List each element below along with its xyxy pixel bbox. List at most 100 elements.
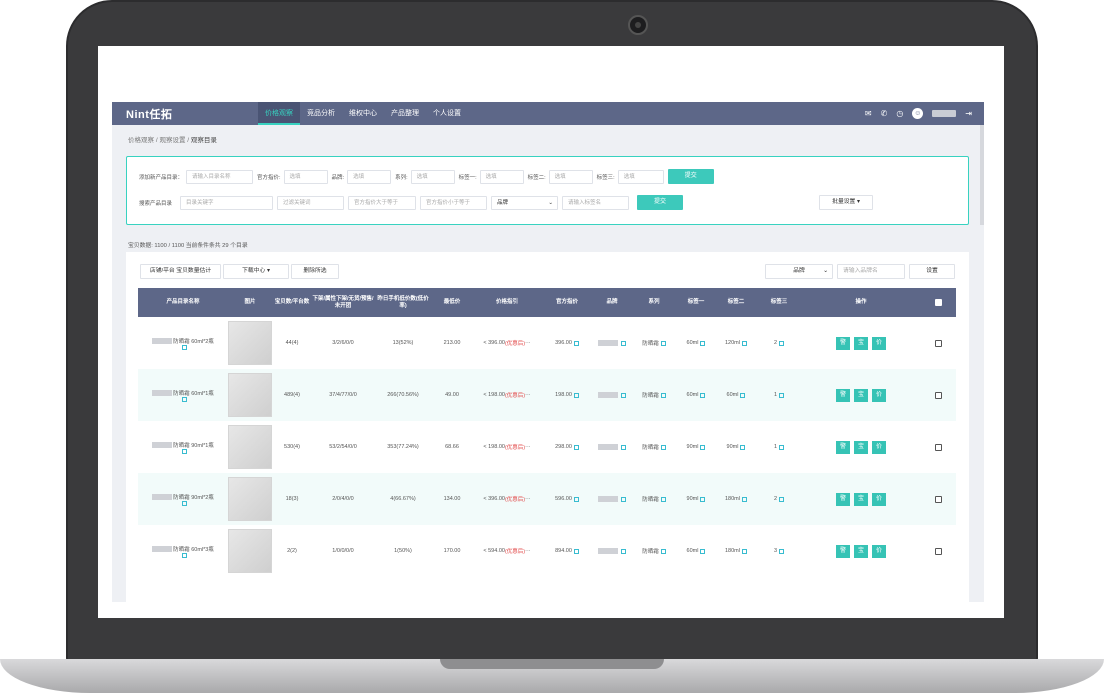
edit-icon[interactable] [700,392,706,398]
breadcrumb-item[interactable]: 价格观察 [128,137,154,144]
catalog-keyword-input[interactable]: 目录关键字 [180,195,274,210]
price-button[interactable]: 价 [872,388,886,402]
edit-icon[interactable] [181,448,187,454]
logout-icon[interactable]: ⇥ [965,109,972,118]
tag-name-input[interactable]: 请输入标签名 [562,195,630,210]
product-thumbnail[interactable] [228,477,272,521]
more-icon[interactable]: ··· [525,444,531,450]
edit-icon[interactable] [741,340,747,346]
col-header[interactable]: 产品目录名称 [166,299,200,305]
row-checkbox[interactable] [934,547,942,555]
price-button[interactable]: 价 [872,492,886,506]
max-price-input[interactable]: 官方指价小于等于 [420,195,488,210]
row-checkbox[interactable] [934,391,942,399]
add-catalog-submit-button[interactable]: 提交 [667,169,714,184]
edit-icon[interactable] [779,340,785,346]
edit-icon[interactable] [621,392,626,398]
more-icon[interactable]: ··· [525,496,531,502]
more-icon[interactable]: ··· [525,340,531,346]
phone-icon[interactable]: ✆ [880,109,888,118]
row-checkbox[interactable] [934,495,942,503]
mail-icon[interactable]: ✉ [864,109,872,118]
col-header[interactable]: 昨日手机低价数(低价率) [377,295,429,309]
nav-rights-center[interactable]: 维权中心 [349,110,377,117]
breadcrumb-item[interactable]: 观察设置 [159,137,186,144]
edit-icon[interactable] [740,444,746,450]
tag3-input[interactable]: 选填 [617,169,664,184]
brand-input[interactable]: 选填 [347,169,392,184]
settings-button[interactable]: 设置 [909,264,955,279]
official-price-input[interactable]: 选填 [283,169,328,184]
shop-count-estimate-button[interactable]: 店铺/平台 宝贝数量估计 [140,264,221,279]
product-thumbnail[interactable] [228,529,272,573]
brand-select[interactable]: 品牌 ⌄ [491,195,559,210]
edit-icon[interactable] [700,444,706,450]
edit-icon[interactable] [573,340,579,346]
col-header[interactable]: 品牌 [606,299,618,305]
edit-icon[interactable] [741,548,747,554]
product-thumbnail[interactable] [228,425,272,469]
items-button[interactable]: 宝 [854,440,868,454]
row-checkbox[interactable] [934,339,942,347]
edit-icon[interactable] [573,548,579,554]
alert-button[interactable]: 警 [836,440,850,454]
items-button[interactable]: 宝 [854,388,868,402]
edit-icon[interactable] [700,340,706,346]
col-header[interactable]: 标签二 [727,299,745,305]
brand-filter-select[interactable]: 品牌 ⌄ [765,264,833,279]
edit-icon[interactable] [621,340,626,346]
edit-icon[interactable] [779,444,785,450]
batch-settings-button[interactable]: 批量设置 ▾ [819,195,874,210]
edit-icon[interactable] [779,392,785,398]
edit-icon[interactable] [621,548,626,554]
edit-icon[interactable] [660,340,666,346]
series-input[interactable]: 选填 [410,169,455,184]
edit-icon[interactable] [181,500,187,506]
nav-product-organize[interactable]: 产品整理 [391,110,419,117]
edit-icon[interactable] [621,496,626,502]
nav-competitor-analysis[interactable]: 竞品分析 [307,110,335,117]
edit-icon[interactable] [660,444,666,450]
price-button[interactable]: 价 [872,336,886,350]
delete-selected-button[interactable]: 删除所选 [291,264,339,279]
tag2-input[interactable]: 选填 [548,169,593,184]
alert-button[interactable]: 警 [836,336,850,350]
brand-name-input[interactable]: 请输入品牌名 [837,264,905,279]
col-header[interactable]: 最低价 [443,299,461,305]
edit-icon[interactable] [573,496,579,502]
filter-keyword-input[interactable]: 过滤关键词 [277,195,345,210]
nav-price-watch[interactable]: 价格观察 [258,102,300,125]
col-header[interactable]: 下架/属性下架/无货/预售/未开团 [312,295,374,309]
product-thumbnail[interactable] [228,373,272,417]
more-icon[interactable]: ··· [525,392,531,398]
alert-button[interactable]: 警 [836,388,850,402]
col-header[interactable]: 官方指价 [555,299,578,305]
edit-icon[interactable] [573,444,579,450]
price-button[interactable]: 价 [872,440,886,454]
select-all-checkbox[interactable] [934,299,942,306]
edit-icon[interactable] [573,392,579,398]
edit-icon[interactable] [181,552,187,558]
avatar[interactable]: ☺ [912,108,924,119]
catalog-name-input[interactable]: 请输入目录名称 [186,169,254,184]
edit-icon[interactable] [700,496,706,502]
items-button[interactable]: 宝 [854,336,868,350]
col-header[interactable]: 宝贝数/平台数 [274,299,310,305]
alert-button[interactable]: 警 [836,544,850,558]
edit-icon[interactable] [741,496,747,502]
search-catalog-submit-button[interactable]: 提交 [637,195,684,210]
items-button[interactable]: 宝 [854,544,868,558]
edit-icon[interactable] [660,496,666,502]
price-button[interactable]: 价 [872,544,886,558]
product-thumbnail[interactable] [228,321,272,365]
edit-icon[interactable] [181,344,187,350]
edit-icon[interactable] [181,396,187,402]
edit-icon[interactable] [779,548,785,554]
edit-icon[interactable] [700,548,706,554]
edit-icon[interactable] [779,496,785,502]
alert-button[interactable]: 警 [836,492,850,506]
scrollbar[interactable] [980,125,984,225]
clock-icon[interactable]: ◷ [896,109,904,118]
edit-icon[interactable] [740,392,746,398]
nav-personal-settings[interactable]: 个人设置 [433,110,461,117]
